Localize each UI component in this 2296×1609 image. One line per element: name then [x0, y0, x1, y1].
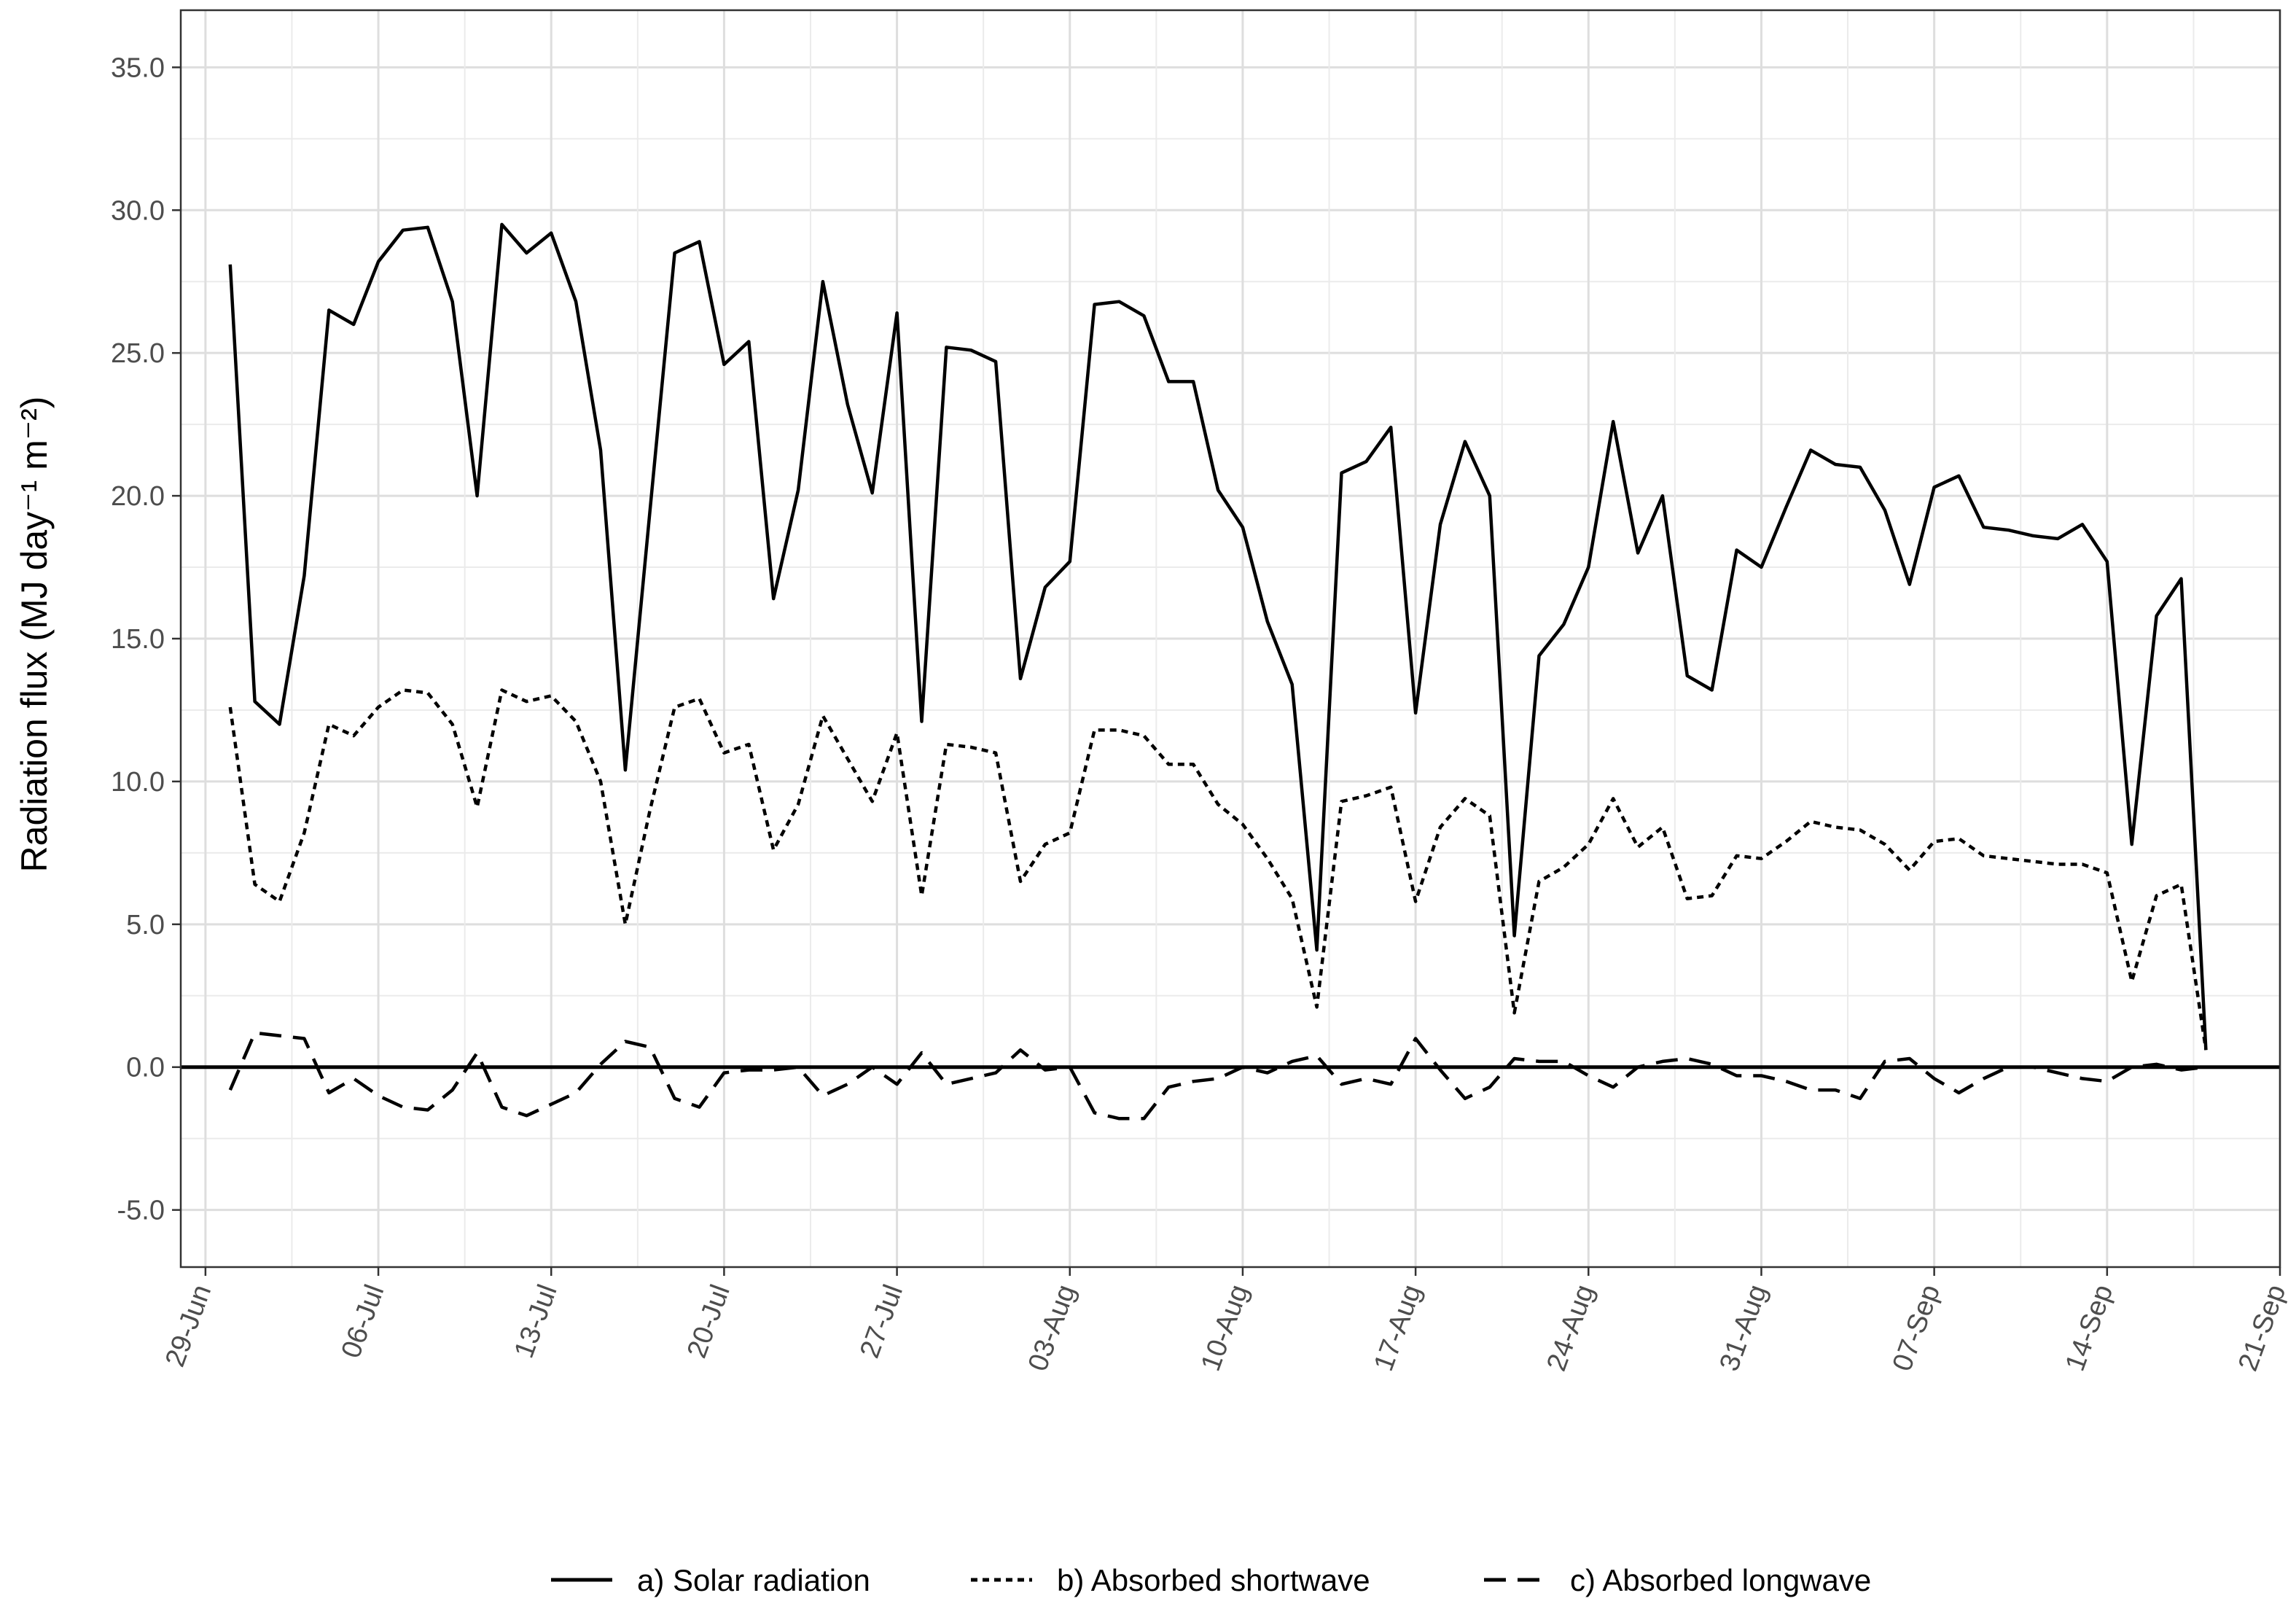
y-tick-label: 30.0 — [111, 195, 165, 226]
grid — [181, 10, 2281, 1267]
y-axis-title: Radiation flux (MJ day⁻¹ m⁻²) — [14, 397, 55, 873]
y-axis: -5.0 0.0 5.0 10.0 15.0 20.0 25.0 30.0 35.0 — [111, 52, 181, 1226]
series-line — [228, 1031, 2206, 1121]
y-tick-label: 15.0 — [111, 624, 165, 655]
series-lines — [181, 222, 2280, 1121]
y-tick-label: -5.0 — [117, 1196, 165, 1226]
y-tick-label: 10.0 — [111, 767, 165, 798]
legend-label: b) Absorbed shortwave — [1057, 1563, 1370, 1597]
y-tick-label: 20.0 — [111, 481, 165, 512]
legend-label: c) Absorbed longwave — [1570, 1563, 1871, 1597]
legend-label: a) Solar radiation — [637, 1563, 870, 1597]
series-line — [228, 222, 2208, 1051]
series-line — [228, 688, 2208, 1051]
y-tick-label: 0.0 — [126, 1053, 165, 1083]
y-tick-label: 5.0 — [126, 910, 165, 940]
legend: a) Solar radiation b) Absorbed shortwave c… — [551, 1563, 1871, 1597]
y-tick-label: 25.0 — [111, 338, 165, 369]
y-tick-label: 35.0 — [111, 52, 165, 83]
